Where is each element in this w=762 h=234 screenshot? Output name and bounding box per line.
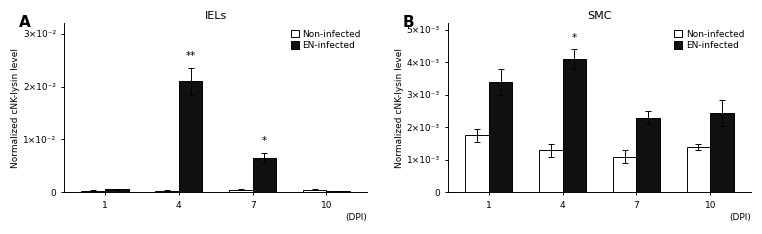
Text: *: * <box>262 136 267 146</box>
Legend: Non-infected, EN-infected: Non-infected, EN-infected <box>673 28 746 52</box>
Bar <box>253 158 277 192</box>
Bar <box>687 147 710 192</box>
Text: *: * <box>572 33 577 43</box>
Bar <box>326 191 350 192</box>
Bar <box>710 113 734 192</box>
Bar <box>488 82 512 192</box>
Text: A: A <box>19 15 30 30</box>
Bar <box>179 81 203 192</box>
Bar <box>465 135 488 192</box>
Y-axis label: Normalized cNK-lysin level: Normalized cNK-lysin level <box>11 48 20 168</box>
Text: **: ** <box>185 51 196 61</box>
Bar <box>229 190 253 192</box>
Title: IELs: IELs <box>205 11 227 21</box>
Bar <box>562 59 586 192</box>
Bar <box>613 157 636 192</box>
Text: (DPI): (DPI) <box>729 212 751 222</box>
Bar <box>539 150 562 192</box>
Bar <box>155 191 179 192</box>
Bar <box>82 191 105 192</box>
Title: SMC: SMC <box>588 11 612 21</box>
Text: B: B <box>402 15 415 30</box>
Bar <box>636 117 660 192</box>
Y-axis label: Normalized cNK-lysin level: Normalized cNK-lysin level <box>395 48 404 168</box>
Text: (DPI): (DPI) <box>345 212 367 222</box>
Legend: Non-infected, EN-infected: Non-infected, EN-infected <box>289 28 363 52</box>
Bar <box>303 190 326 192</box>
Bar <box>105 189 129 192</box>
